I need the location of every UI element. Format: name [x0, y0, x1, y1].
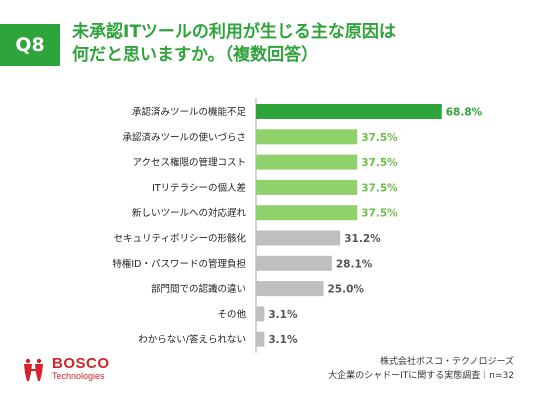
category-label: 承認済みツールの機能不足 [132, 106, 247, 118]
value-label: 37.5% [361, 182, 398, 194]
category-label: わからない/答えられない [138, 334, 246, 346]
value-label: 68.8% [446, 107, 483, 119]
category-label: 特権ID・パスワードの管理負担 [112, 258, 246, 270]
question-number-badge: Q8 [0, 24, 60, 66]
question-number: Q8 [15, 34, 45, 56]
bar [256, 230, 341, 246]
category-label: ITリテラシーの個人差 [152, 182, 246, 194]
bar [256, 281, 324, 297]
page-title: 未承認ITツールの利用が生じる主な原因は 何だと思いますか。（複数回答） [72, 21, 512, 67]
company-logo: BOSCO Technologies [22, 356, 110, 381]
bar [256, 104, 442, 119]
value-label: 25.0% [328, 284, 365, 296]
value-label: 37.5% [361, 208, 398, 220]
bar [256, 306, 265, 322]
source-company: 株式会社ボスコ・テクノロジーズ [379, 357, 514, 367]
logo-subtitle: Technologies [52, 371, 105, 381]
category-label: セキュリティポリシーの形骸化 [114, 233, 247, 245]
bar [256, 179, 358, 195]
value-label: 3.1% [268, 334, 298, 346]
category-label: 部門間での認識の違い [151, 283, 246, 295]
value-label: 28.1% [336, 258, 373, 270]
value-label: 31.2% [344, 233, 381, 245]
bar [256, 331, 265, 347]
bar [256, 129, 358, 145]
bar [256, 154, 358, 170]
bar [256, 205, 358, 221]
category-label: 新しいツールへの対応遅れ [132, 207, 247, 219]
value-label: 37.5% [361, 157, 398, 169]
value-label: 3.1% [268, 309, 298, 321]
title-line-1: 未承認ITツールの利用が生じる主な原因は [72, 22, 396, 42]
category-label: アクセス権限の管理コスト [132, 157, 246, 169]
category-label: その他 [217, 308, 246, 320]
title-line-2: 何だと思いますか。（複数回答） [72, 45, 319, 65]
source-survey: 大企業のシャドーITに関する実態調査｜n=32 [328, 371, 514, 381]
source-note: 株式会社ボスコ・テクノロジーズ 大企業のシャドーITに関する実態調査｜n=32 [328, 355, 514, 383]
bar [256, 255, 332, 271]
category-label: 承認済みツールの使いづらさ [122, 131, 246, 143]
bosco-logo-icon [24, 358, 43, 381]
logo-name: BOSCO [52, 355, 110, 372]
value-label: 37.5% [361, 132, 398, 144]
